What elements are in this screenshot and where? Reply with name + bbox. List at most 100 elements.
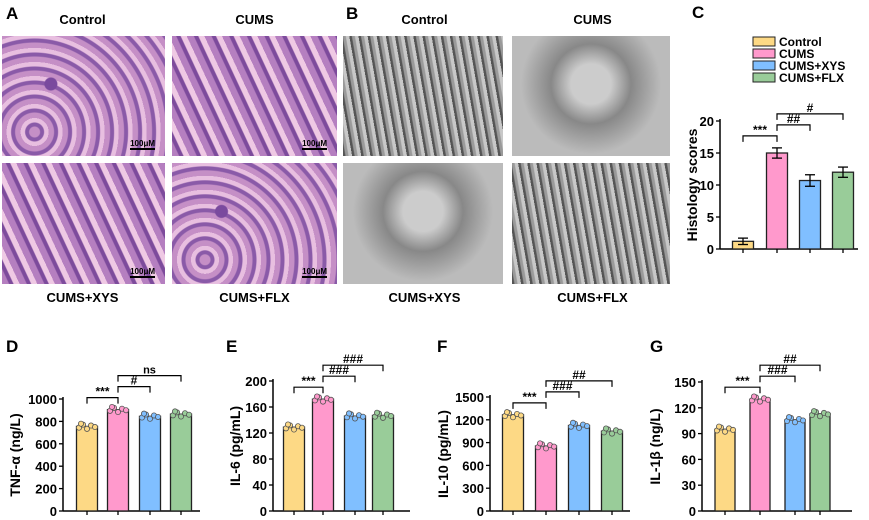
data-point <box>319 398 326 405</box>
y-tick-label: 80 <box>253 452 267 467</box>
data-point <box>609 430 616 437</box>
significance-label: ### <box>343 352 363 366</box>
data-point <box>551 443 558 450</box>
data-point <box>792 419 799 426</box>
data-point <box>290 426 297 433</box>
he-image-cums: 100μM <box>172 36 337 156</box>
significance-label: ## <box>787 112 801 126</box>
y-axis-label: IL-1β (ng/L) <box>647 408 663 484</box>
tem-image-cums <box>512 36 670 156</box>
significance-bracket <box>512 402 547 409</box>
y-tick-label: 300 <box>462 481 484 496</box>
y-tick-label: 10 <box>700 178 714 193</box>
significance-label: ### <box>552 379 572 393</box>
y-axis-label: TNF-α (ng/L) <box>7 413 23 496</box>
data-point <box>811 408 818 415</box>
panel-label-a: A <box>6 4 19 23</box>
data-point <box>140 410 147 417</box>
bar-cums <box>311 398 335 512</box>
data-point <box>800 417 807 424</box>
significance-label: *** <box>522 390 536 404</box>
y-tick-label: 20 <box>700 114 714 129</box>
significance-bracket <box>86 397 119 404</box>
caption-a-cums: CUMS <box>235 12 274 27</box>
significance-label: # <box>807 101 814 115</box>
data-point <box>123 407 130 414</box>
scale-bar: 100μM <box>130 139 155 150</box>
significance-label: ### <box>767 363 787 377</box>
panel-label-b: B <box>346 4 359 23</box>
y-tick-label: 0 <box>689 504 696 519</box>
significance-label: ### <box>329 363 349 377</box>
data-point <box>584 423 591 430</box>
data-point <box>185 411 192 418</box>
significance-bracket <box>545 391 580 398</box>
he-image-cums-xys: 100μM <box>2 163 165 284</box>
bar-cums-flx <box>169 413 193 512</box>
data-point <box>603 425 610 432</box>
caption-a-cums-xys: CUMS+XYS <box>46 290 119 305</box>
y-tick-label: 120 <box>245 426 267 441</box>
data-point <box>284 421 291 428</box>
y-axis-label: Histology scores <box>684 128 700 241</box>
data-point <box>298 424 305 431</box>
bar-control <box>714 428 736 512</box>
bar-control <box>282 426 306 512</box>
significance-bracket <box>742 135 778 142</box>
y-tick-label: 1200 <box>455 413 484 428</box>
bar-cums-flx <box>371 414 395 512</box>
significance-bracket <box>759 364 821 372</box>
significance-bracket <box>724 386 761 394</box>
y-axis-label: IL-6 (pg/mL) <box>227 406 243 486</box>
significance-label: ns <box>143 365 156 377</box>
significance-label: ## <box>572 368 586 382</box>
data-point <box>327 396 334 403</box>
panel-label-d: D <box>6 337 18 356</box>
y-tick-label: 200 <box>245 374 267 389</box>
bar-cums <box>765 152 789 250</box>
legend-label: CUMS+FLX <box>779 71 844 85</box>
y-tick-label: 1000 <box>28 392 57 407</box>
significance-bracket <box>545 380 613 387</box>
data-point <box>171 408 178 415</box>
caption-b-cums-xys: CUMS+XYS <box>388 290 461 305</box>
he-image-control: 100μM <box>2 36 165 156</box>
y-axis-label: IL-10 (pg/mL) <box>435 410 451 498</box>
data-point <box>786 414 793 421</box>
y-tick-label: 150 <box>674 375 696 390</box>
caption-a-cums-flx: CUMS+FLX <box>219 290 290 305</box>
significance-bracket <box>759 375 796 383</box>
significance-label: *** <box>95 385 109 399</box>
data-point <box>84 425 91 432</box>
legend-label: CUMS <box>779 47 814 61</box>
y-tick-label: 120 <box>674 401 696 416</box>
bar-cums-xys <box>567 424 591 512</box>
data-point <box>146 415 153 422</box>
data-point <box>379 414 386 421</box>
legend-label: Control <box>779 35 822 49</box>
data-point <box>716 423 723 430</box>
data-point <box>92 424 99 431</box>
data-point <box>351 415 358 422</box>
y-tick-label: 160 <box>245 400 267 415</box>
bar-cums-xys <box>798 179 822 250</box>
y-tick-label: 400 <box>35 459 57 474</box>
scale-bar: 100μM <box>302 267 327 278</box>
y-tick-label: 900 <box>462 436 484 451</box>
data-point <box>730 426 737 433</box>
y-tick-label: 90 <box>682 427 696 442</box>
y-tick-label: 0 <box>707 242 714 257</box>
data-point <box>387 413 394 420</box>
significance-bracket <box>322 364 384 372</box>
significance-bracket <box>117 386 151 393</box>
y-tick-label: 0 <box>50 504 57 519</box>
data-point <box>78 420 85 427</box>
bar-cums <box>106 408 130 512</box>
significance-bracket <box>322 375 356 383</box>
data-point <box>825 411 832 418</box>
tem-image-cums-flx <box>512 163 670 284</box>
y-tick-label: 15 <box>700 146 714 161</box>
y-tick-label: 800 <box>35 414 57 429</box>
tem-image-cums-xys <box>343 163 503 284</box>
